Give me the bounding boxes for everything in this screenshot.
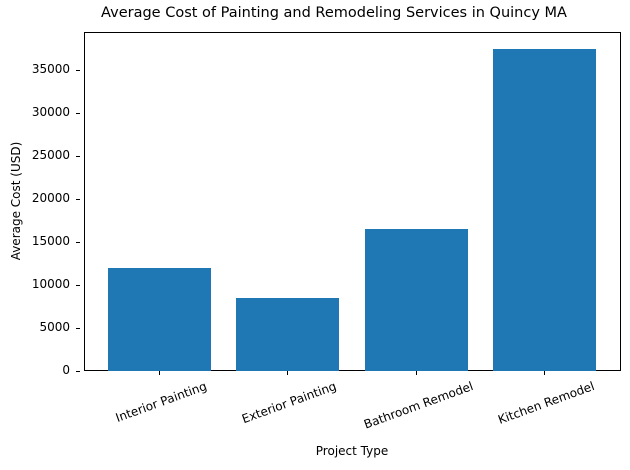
plot-area — [84, 32, 621, 371]
x-tick-mark — [544, 371, 545, 375]
y-axis-label: Average Cost (USD) — [9, 141, 23, 261]
bar-interior-painting — [107, 267, 211, 371]
y-tick-label: 15000 — [31, 234, 70, 248]
y-tick-label: 30000 — [31, 105, 70, 119]
y-tick-mark — [76, 70, 80, 71]
x-tick-mark — [416, 371, 417, 375]
y-tick-label: 10000 — [31, 277, 70, 291]
chart-title: Average Cost of Painting and Remodeling … — [101, 5, 567, 21]
y-tick-mark — [76, 156, 80, 157]
x-tick-label: Interior Painting — [114, 379, 209, 425]
x-tick-label: Bathroom Remodel — [361, 379, 475, 432]
x-tick-mark — [159, 371, 160, 375]
y-tick-label: 35000 — [31, 62, 70, 76]
x-tick-label: Exterior Painting — [240, 379, 339, 427]
bar-exterior-painting — [235, 297, 339, 371]
y-tick-mark — [76, 371, 80, 372]
bar-kitchen-remodel — [492, 48, 596, 371]
y-tick-mark — [76, 199, 80, 200]
x-tick-mark — [287, 371, 288, 375]
y-tick-label: 5000 — [39, 320, 70, 334]
bar-bathroom-remodel — [364, 229, 468, 371]
y-tick-mark — [76, 328, 80, 329]
y-tick-mark — [76, 113, 80, 114]
y-tick-label: 0 — [62, 363, 70, 377]
y-tick-label: 25000 — [31, 148, 70, 162]
x-axis-label: Project Type — [315, 444, 389, 458]
y-tick-label: 20000 — [31, 191, 70, 205]
y-tick-mark — [76, 242, 80, 243]
x-tick-label: Kitchen Remodel — [496, 379, 597, 427]
y-tick-mark — [76, 285, 80, 286]
